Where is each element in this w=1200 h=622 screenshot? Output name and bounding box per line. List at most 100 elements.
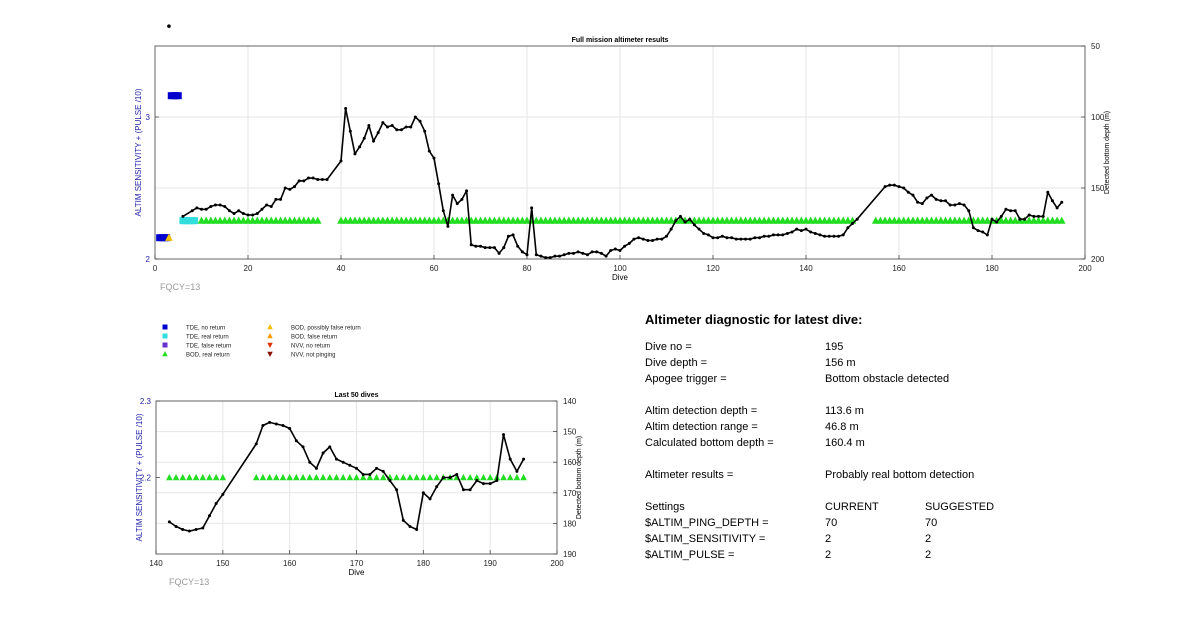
bottom-depth-point [320, 177, 324, 181]
bottom-depth-point [544, 256, 548, 260]
bod-real-return-marker [359, 473, 367, 481]
bottom-depth-point [200, 207, 203, 211]
legend-marker [267, 333, 273, 339]
bottom-depth-point [1009, 209, 1013, 213]
bottom-depth-point [207, 514, 211, 518]
bottom-depth-point [474, 244, 478, 248]
bottom-depth-point [930, 193, 934, 197]
bottom-depth-point [516, 244, 520, 248]
bottom-depth-point [451, 193, 455, 197]
legend-label: NVV, no return [291, 344, 330, 350]
bottom-depth-point [251, 213, 255, 217]
bottom-depth-point [246, 213, 250, 217]
fqcy-annotation: FQCY=13 [160, 282, 200, 292]
bottom-depth-point [971, 226, 975, 230]
x-tick-label: 190 [483, 559, 497, 568]
bottom-depth-point [948, 203, 952, 207]
dive-depth-value: 156 m [825, 357, 856, 369]
bod-real-return-marker [506, 473, 514, 481]
bod-real-return-marker [466, 473, 474, 481]
bottom-depth-point [897, 185, 901, 189]
bottom-depth-point [274, 422, 278, 426]
bottom-depth-point [804, 227, 808, 231]
bottom-depth-point [353, 152, 357, 156]
legend-label: BOD, possibly false return [291, 326, 361, 332]
bottom-depth-point [920, 202, 924, 206]
bottom-depth-point [562, 253, 566, 257]
bottom-depth-point [809, 230, 813, 234]
bottom-depth-line [182, 107, 1063, 259]
bod-real-return-marker [286, 473, 293, 481]
chart-title: Full mission altimeter results [572, 37, 669, 44]
calc-bottom-label: Calculated bottom depth = [645, 437, 774, 449]
bottom-depth-point [841, 233, 845, 237]
bottom-depth-point [762, 234, 766, 238]
bottom-depth-point [167, 24, 171, 28]
bod-real-return-marker [393, 473, 400, 481]
bottom-depth-point [301, 445, 305, 449]
bod-real-return-marker [326, 473, 334, 481]
setting-name: $ALTIM_PULSE = [645, 549, 735, 561]
bottom-depth-point [408, 524, 412, 528]
bottom-depth-point [916, 200, 920, 204]
bottom-depth-point [181, 528, 185, 532]
bottom-depth-point [590, 250, 594, 254]
bottom-depth-point [748, 237, 752, 241]
bottom-depth-point [683, 220, 687, 224]
bottom-depth-point [515, 469, 519, 473]
bottom-depth-point [441, 476, 445, 479]
bod-real-return-marker [339, 473, 347, 481]
bottom-depth-point [511, 233, 515, 237]
bottom-depth-point [539, 254, 543, 258]
bottom-depth-point [288, 187, 292, 191]
bod-real-return-marker [166, 473, 173, 481]
bottom-depth-point [795, 227, 799, 231]
bottom-depth-point [274, 197, 278, 201]
legend-marker [267, 342, 273, 348]
bod-real-return-marker [299, 473, 307, 481]
bottom-depth-point [641, 237, 645, 241]
bottom-depth-point [399, 128, 403, 132]
bottom-depth-point [269, 204, 273, 208]
altim-depth-label: Altim detection depth = [645, 405, 758, 417]
bottom-depth-point [328, 445, 332, 449]
y-right-tick-label: 170 [563, 489, 577, 498]
bottom-depth-point [1041, 214, 1045, 218]
bottom-depth-point [368, 472, 372, 476]
bottom-depth-point [261, 423, 265, 427]
full-mission-chart: 0 20 40 60 80 100 120 140 160 180 200 2 3 50 100 150 200… [134, 24, 1111, 292]
bottom-depth-point [753, 236, 757, 240]
y-right-tick-label: 190 [563, 550, 577, 559]
bottom-depth-point [294, 439, 298, 443]
bottom-depth-point [495, 479, 499, 483]
chart-title: Last 50 dives [335, 392, 379, 399]
bod-real-return-marker [1057, 216, 1066, 224]
bottom-depth-point [813, 231, 817, 235]
bod-real-return-marker [513, 473, 521, 481]
bottom-depth-point [469, 243, 473, 247]
bottom-depth-point [1032, 214, 1036, 218]
bod-real-return-marker [379, 473, 387, 481]
bottom-depth-point [288, 427, 292, 431]
x-tick-label: 60 [430, 264, 439, 273]
bottom-depth-point [1013, 209, 1017, 213]
bottom-depth-point [325, 177, 329, 181]
bottom-depth-point [241, 212, 245, 216]
y-right-tick-label: 140 [563, 397, 577, 406]
bottom-depth-point [316, 177, 320, 181]
x-tick-label: 150 [216, 559, 230, 568]
bottom-depth-point [697, 227, 701, 231]
bottom-depth-point [465, 189, 469, 193]
x-tick-label: 180 [417, 559, 431, 568]
bottom-depth-point [981, 230, 985, 234]
legend-marker [162, 351, 168, 357]
bottom-depth-point [232, 212, 236, 216]
bottom-depth-point [265, 203, 269, 207]
bottom-depth-point [348, 129, 352, 133]
bottom-depth-point [488, 246, 492, 250]
bottom-depth-point [194, 528, 198, 532]
bod-real-return-marker [252, 473, 260, 481]
bottom-depth-point [483, 246, 487, 250]
bod-real-return-marker [279, 473, 287, 481]
x-tick-label: 200 [1078, 264, 1092, 273]
